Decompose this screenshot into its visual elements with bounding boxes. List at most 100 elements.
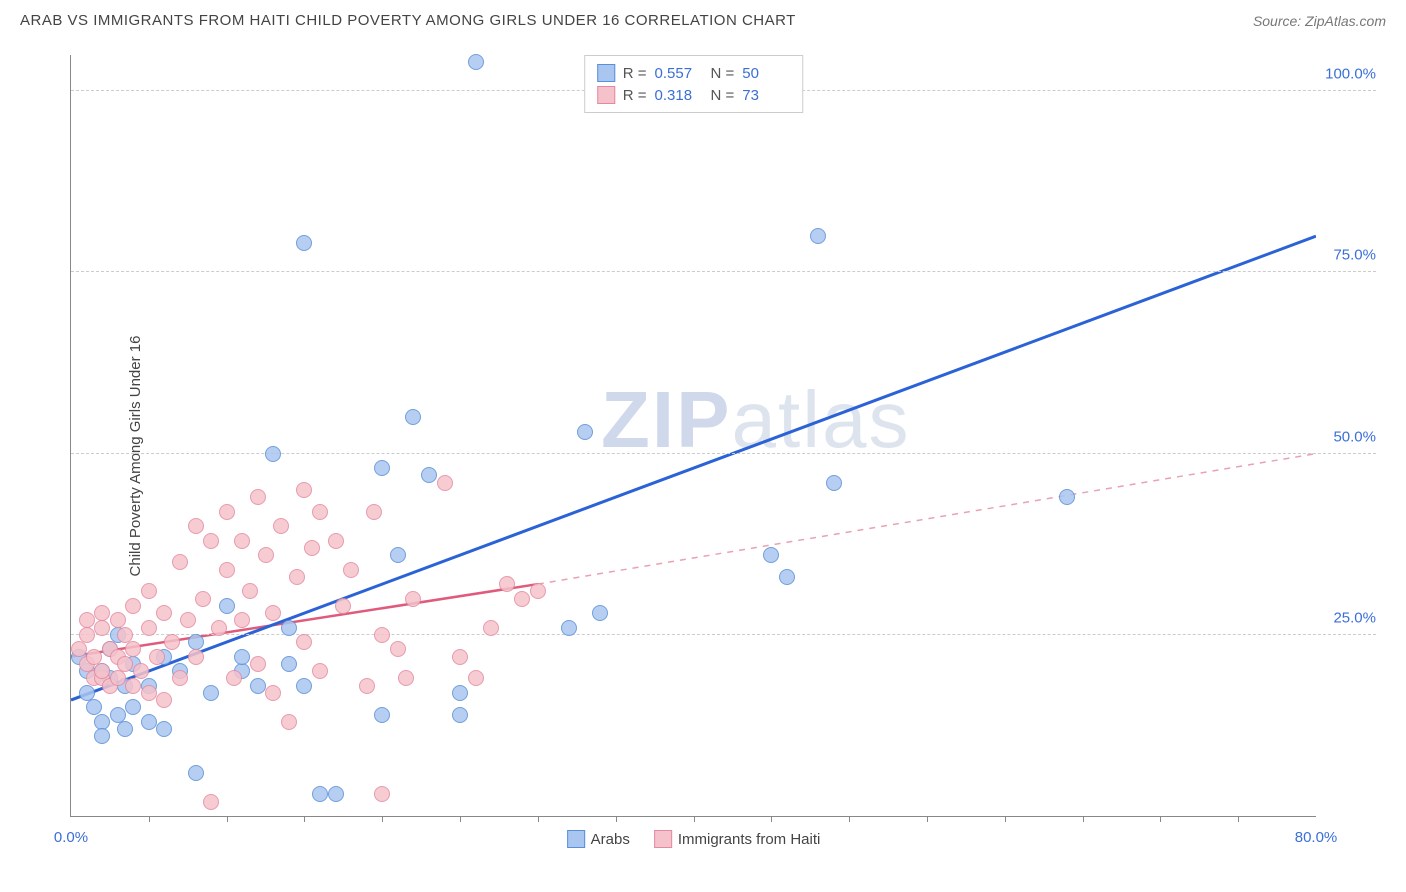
data-point <box>164 634 180 650</box>
data-point <box>226 670 242 686</box>
legend-series: Arabs Immigrants from Haiti <box>567 830 821 848</box>
x-tick <box>1160 816 1161 822</box>
data-point <box>296 235 312 251</box>
data-point <box>195 591 211 607</box>
data-point <box>289 569 305 585</box>
x-tick <box>538 816 539 822</box>
x-tick <box>771 816 772 822</box>
data-point <box>156 721 172 737</box>
data-point <box>405 409 421 425</box>
data-point <box>281 714 297 730</box>
legend-label-arabs: Arabs <box>591 831 630 848</box>
legend-stats-row: R = 0.557 N = 50 <box>597 62 791 84</box>
data-point <box>250 678 266 694</box>
data-point <box>577 424 593 440</box>
data-point <box>312 504 328 520</box>
chart-container: Child Poverty Among Girls Under 16 ZIPat… <box>20 45 1386 867</box>
x-tick <box>927 816 928 822</box>
data-point <box>133 663 149 679</box>
data-point <box>826 475 842 491</box>
data-point <box>188 649 204 665</box>
data-point <box>499 576 515 592</box>
data-point <box>234 649 250 665</box>
trend-line <box>71 236 1316 700</box>
r-value-arabs: 0.557 <box>655 65 703 82</box>
y-tick-label: 100.0% <box>1325 66 1376 83</box>
data-point <box>203 533 219 549</box>
gridline-h <box>71 634 1376 635</box>
data-point <box>281 656 297 672</box>
data-point <box>172 554 188 570</box>
data-point <box>483 620 499 636</box>
data-point <box>141 583 157 599</box>
x-tick <box>1005 816 1006 822</box>
data-point <box>312 786 328 802</box>
data-point <box>250 656 266 672</box>
data-point <box>296 634 312 650</box>
data-point <box>468 54 484 70</box>
source-attribution: Source: ZipAtlas.com <box>1253 13 1386 29</box>
legend-label-haiti: Immigrants from Haiti <box>678 831 821 848</box>
data-point <box>94 728 110 744</box>
x-tick <box>382 816 383 822</box>
trend-lines <box>71 55 1316 816</box>
data-point <box>141 714 157 730</box>
data-point <box>273 518 289 534</box>
data-point <box>335 598 351 614</box>
data-point <box>250 489 266 505</box>
data-point <box>219 504 235 520</box>
data-point <box>763 547 779 563</box>
data-point <box>234 533 250 549</box>
data-point <box>141 620 157 636</box>
n-label: N = <box>711 87 735 104</box>
data-point <box>125 598 141 614</box>
data-point <box>390 547 406 563</box>
r-label: R = <box>623 87 647 104</box>
y-tick-label: 25.0% <box>1333 609 1376 626</box>
x-tick <box>149 816 150 822</box>
x-tick <box>1238 816 1239 822</box>
data-point <box>258 547 274 563</box>
data-point <box>296 678 312 694</box>
data-point <box>141 685 157 701</box>
data-point <box>211 620 227 636</box>
data-point <box>172 670 188 686</box>
data-point <box>452 707 468 723</box>
n-value-haiti: 73 <box>742 87 790 104</box>
data-point <box>452 685 468 701</box>
data-point <box>561 620 577 636</box>
trend-line <box>538 454 1316 584</box>
data-point <box>188 765 204 781</box>
data-point <box>203 794 219 810</box>
data-point <box>281 620 297 636</box>
x-origin-label: 0.0% <box>54 829 88 846</box>
legend-swatch-arabs <box>597 64 615 82</box>
data-point <box>219 562 235 578</box>
data-point <box>304 540 320 556</box>
data-point <box>779 569 795 585</box>
data-point <box>296 482 312 498</box>
y-tick-label: 50.0% <box>1333 428 1376 445</box>
data-point <box>188 518 204 534</box>
data-point <box>592 605 608 621</box>
data-point <box>125 678 141 694</box>
data-point <box>343 562 359 578</box>
y-tick-label: 75.0% <box>1333 247 1376 264</box>
data-point <box>125 699 141 715</box>
chart-title: ARAB VS IMMIGRANTS FROM HAITI CHILD POVE… <box>20 12 796 29</box>
data-point <box>180 612 196 628</box>
data-point <box>79 612 95 628</box>
n-label: N = <box>711 65 735 82</box>
plot-area: ZIPatlas R = 0.557 N = 50 R = 0.318 N = … <box>70 55 1316 817</box>
data-point <box>1059 489 1075 505</box>
legend-swatch-arabs <box>567 830 585 848</box>
data-point <box>366 504 382 520</box>
x-tick <box>616 816 617 822</box>
data-point <box>328 533 344 549</box>
x-tick <box>227 816 228 822</box>
legend-swatch-haiti <box>597 86 615 104</box>
data-point <box>94 605 110 621</box>
data-point <box>398 670 414 686</box>
data-point <box>265 446 281 462</box>
data-point <box>452 649 468 665</box>
